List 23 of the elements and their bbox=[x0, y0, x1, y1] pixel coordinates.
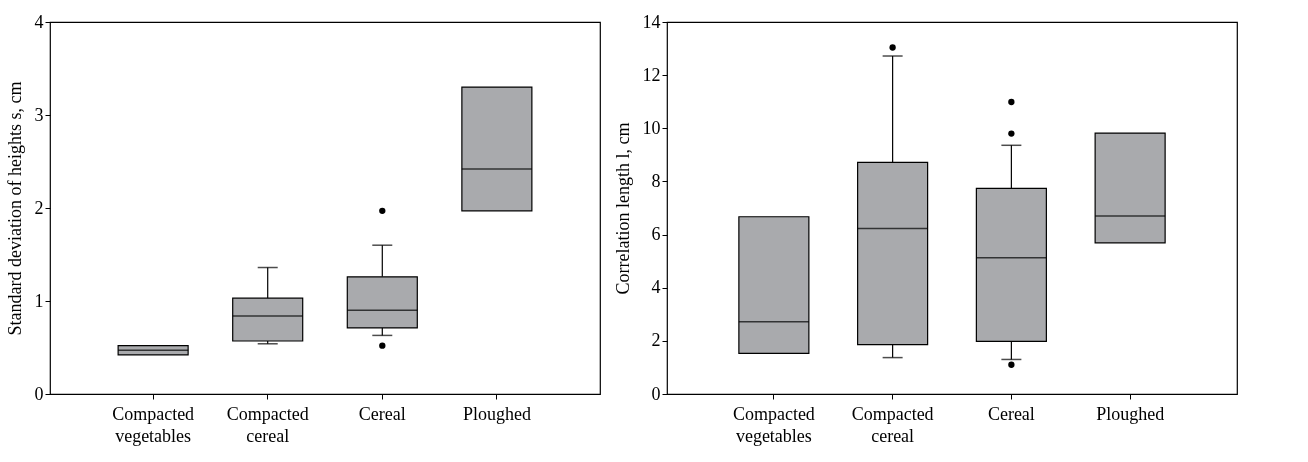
y-tick-label: 8 bbox=[651, 170, 661, 191]
x-tick-label: Compacted vegetables bbox=[112, 403, 195, 446]
x-tick-label: Ploughed bbox=[1096, 403, 1165, 424]
y-axis-title: Correlation length l, cm bbox=[612, 122, 633, 295]
x-tick-label: Compacted cereal bbox=[851, 403, 934, 446]
y-tick-label: 6 bbox=[651, 224, 661, 245]
y-tick-label: 12 bbox=[642, 64, 661, 85]
y-tick-label: 4 bbox=[651, 277, 661, 298]
y-tick-label: 0 bbox=[34, 383, 44, 404]
y-tick-label: 10 bbox=[642, 117, 661, 138]
y-tick-label: 2 bbox=[34, 197, 44, 218]
y-tick-label: 14 bbox=[642, 11, 661, 32]
y-axis-title: Standard deviation of heights s, cm bbox=[4, 81, 25, 336]
y-tick-label: 4 bbox=[34, 11, 44, 32]
x-tick-label: Cereal bbox=[987, 403, 1035, 424]
y-tick-label: 1 bbox=[34, 290, 44, 311]
y-tick-label: 3 bbox=[34, 104, 44, 125]
x-tick-label: Cereal bbox=[358, 403, 406, 424]
y-tick-label: 2 bbox=[651, 330, 661, 351]
x-tick-label: Compacted cereal bbox=[226, 403, 309, 446]
y-tick-label: 0 bbox=[651, 383, 661, 404]
x-tick-label: Compacted vegetables bbox=[732, 403, 815, 446]
x-tick-label: Ploughed bbox=[462, 403, 531, 424]
